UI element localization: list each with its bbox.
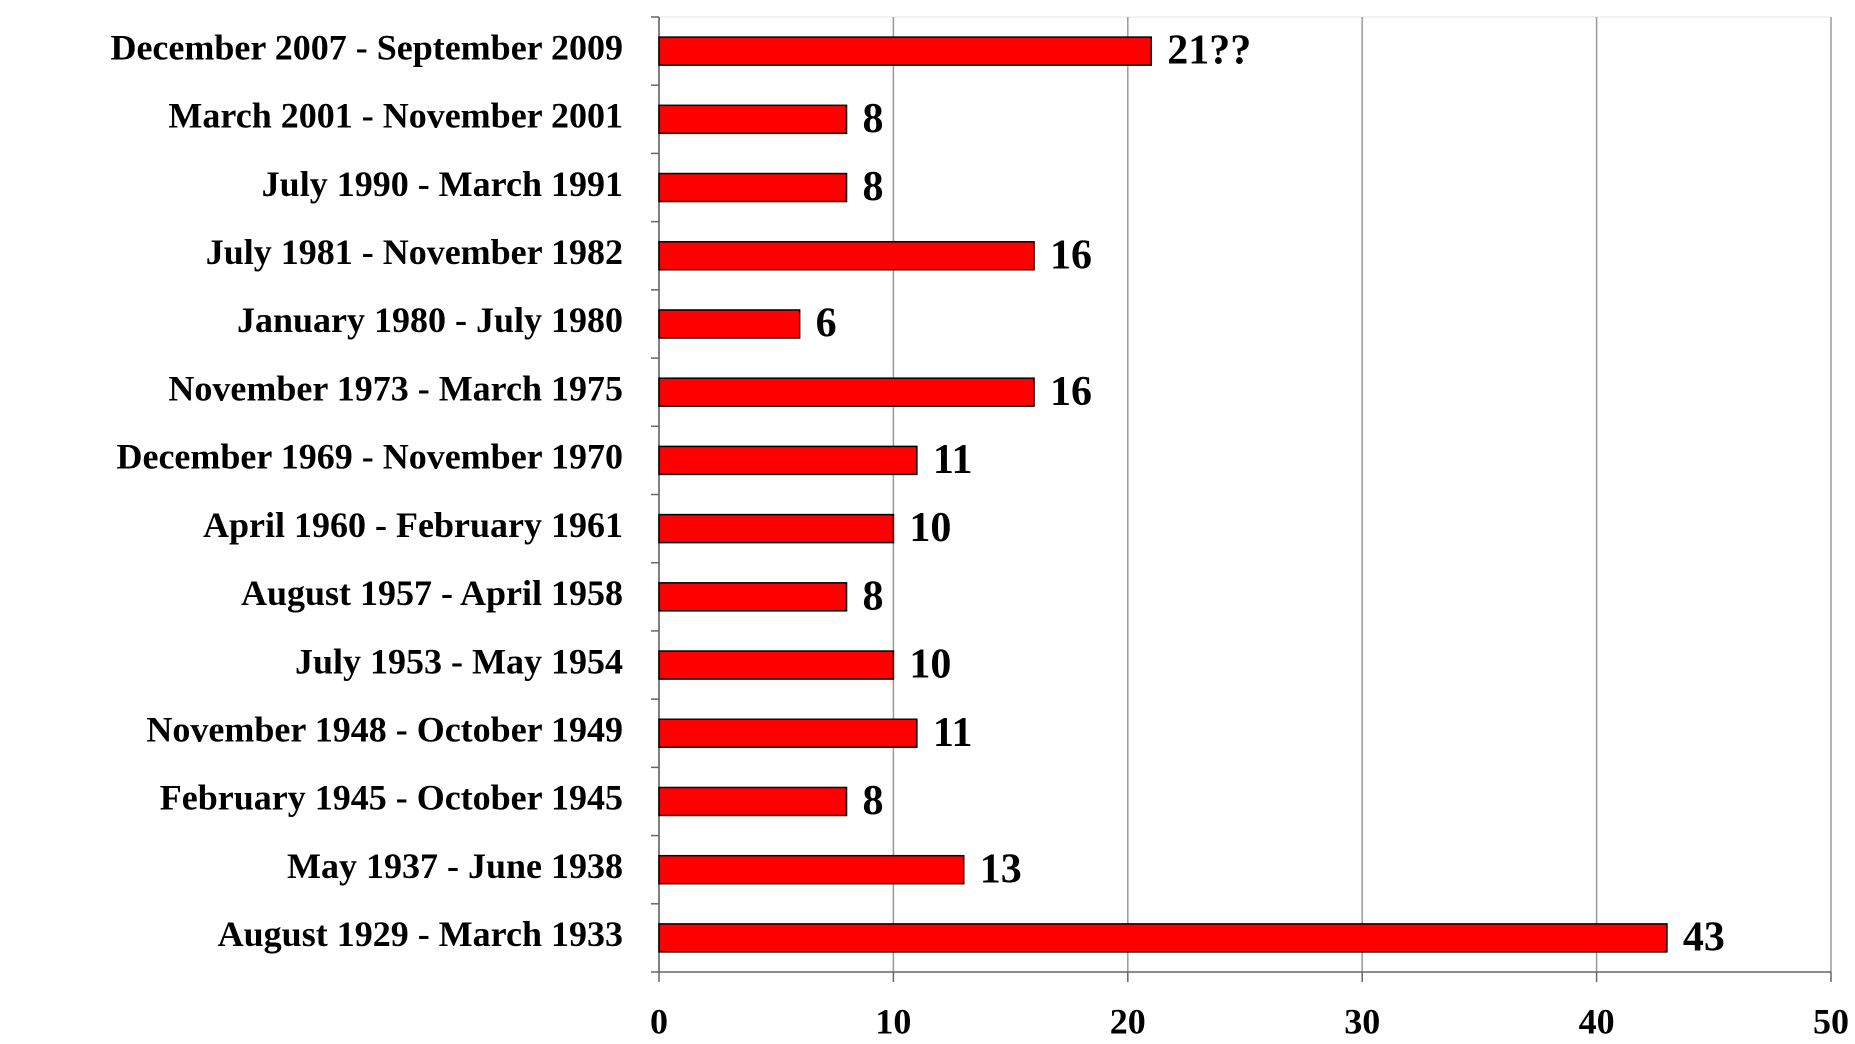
y-tick-label: April 1960 - February 1961 (203, 505, 623, 545)
data-label: 21?? (1167, 28, 1251, 74)
y-tick-label: May 1937 - June 1938 (287, 846, 623, 886)
x-tick-label: 30 (1344, 1001, 1380, 1041)
bar (658, 445, 918, 476)
bar (658, 172, 848, 203)
x-tick-label: 50 (1813, 1001, 1849, 1041)
bar (658, 854, 965, 885)
bar (658, 718, 918, 748)
data-label: 8 (863, 96, 884, 142)
data-label: 11 (933, 710, 973, 756)
bar (658, 377, 1035, 407)
x-tick-label: 40 (1579, 1001, 1615, 1041)
data-label: 6 (816, 301, 837, 347)
data-label: 8 (863, 164, 884, 210)
x-tick-label: 20 (1110, 1001, 1146, 1041)
bar (658, 582, 848, 612)
bar (658, 786, 848, 817)
y-tick-label: August 1929 - March 1933 (218, 914, 623, 954)
y-tick-label: November 1973 - March 1975 (168, 368, 623, 408)
data-label: 43 (1683, 915, 1725, 961)
bar (658, 241, 1035, 271)
data-label: 16 (1050, 232, 1092, 278)
data-label: 8 (863, 573, 884, 619)
y-tick-label: July 1990 - March 1991 (262, 164, 623, 204)
data-label: 13 (980, 846, 1022, 892)
x-tick-label: 10 (875, 1001, 911, 1041)
data-label: 10 (909, 642, 951, 688)
bar (658, 104, 848, 135)
y-tick-label: July 1981 - November 1982 (206, 232, 623, 272)
bar (658, 309, 801, 339)
y-tick-label: July 1953 - May 1954 (295, 641, 623, 681)
y-tick-label: December 1969 - November 1970 (116, 437, 623, 477)
bar (658, 923, 1668, 953)
bar (658, 513, 895, 544)
y-tick-label: January 1980 - July 1980 (237, 300, 623, 340)
data-label: 11 (933, 437, 973, 483)
y-tick-label: March 2001 - November 2001 (168, 96, 623, 136)
bar (658, 36, 1152, 66)
y-tick-label: December 2007 - September 2009 (110, 27, 623, 67)
x-tick-label: 0 (650, 1001, 668, 1041)
data-label: 16 (1050, 369, 1092, 415)
y-tick-label: November 1948 - October 1949 (146, 710, 623, 750)
data-label: 10 (909, 505, 951, 551)
bar (658, 650, 895, 680)
y-tick-label: February 1945 - October 1945 (160, 778, 623, 818)
y-tick-label: August 1957 - April 1958 (241, 573, 623, 613)
data-label: 8 (863, 778, 884, 824)
